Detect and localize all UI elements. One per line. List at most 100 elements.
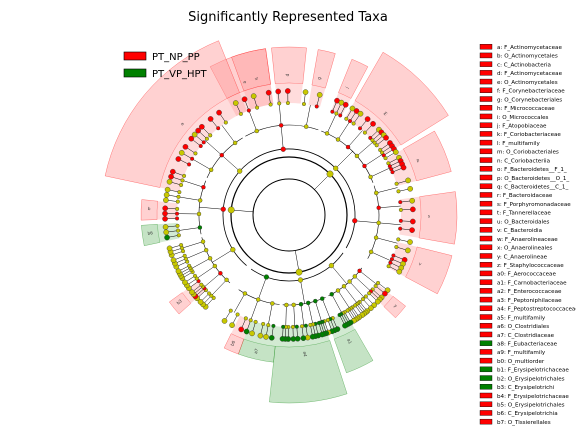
tree-node-38 [364,116,371,122]
tree-node-172 [300,335,307,341]
tree-link [376,237,398,244]
tree-node-198 [243,316,248,321]
tree-node-84 [373,235,379,240]
tree-node-30 [344,116,349,121]
tree-link [185,249,207,259]
tree-node-296 [195,127,201,134]
tree-node-3 [238,111,243,116]
tree-node-152 [313,298,318,304]
tree-node-9 [278,123,284,128]
tree-link [285,304,287,327]
tree-node-301 [207,116,214,122]
tree-link [314,173,331,190]
key-swatch-g [479,96,493,102]
tree-node-168 [298,301,304,307]
clade-label-11: a7 [253,348,259,355]
tree-node-203 [228,308,233,313]
tree-node-143 [342,322,348,329]
key-entry-m: m: O_Coriobacteriales [497,150,559,156]
tree-node-112 [347,279,352,284]
tree-link [315,300,322,323]
clade-sector-13 [168,292,192,315]
tree-link [376,187,398,194]
key-entry-a2: a2: F_Enterococcaceae [497,289,562,295]
key-swatch-t [479,209,493,216]
tree-node-1 [280,146,286,152]
clade-band-0 [227,84,274,117]
tree-node-189 [266,323,271,328]
tree-link [354,220,379,224]
taxon-key: a: F_Actinomycetaceae b: O_Actinomycetale… [479,44,576,426]
tree-link [191,158,212,171]
tree-node-294 [191,131,198,138]
clade-labels: a d g j m p s v y a1 a4 a7 b0 b3 b6 b e h [147,73,430,357]
tree-node-11 [265,89,272,96]
key-entry-n: n: C_Coriobacteriia [497,158,550,164]
key-swatch-f [479,87,493,94]
tree-node-13 [275,88,281,95]
key-swatch-h [479,105,493,111]
tree-node-272 [163,192,170,198]
tree-node-254 [197,225,203,230]
key-entry-t: t: F_Tannerellaceae [497,211,551,217]
group-legend: PT_NP_PP PT_VP_HPT [123,51,208,80]
tree-node-101 [376,280,381,285]
tree-link [250,299,259,321]
tree-node-66 [390,170,395,175]
tree-node-144 [297,277,304,283]
key-entry-u: u: O_Bacteroidales [497,219,550,225]
tree-link [211,279,227,296]
tree-link [212,249,233,263]
key-swatch-a9 [479,349,493,355]
tree-node-18 [302,89,309,95]
tree-node-0 [326,170,334,178]
tree-node-34 [351,121,356,126]
tree-node-15 [284,88,291,94]
tree-node-150 [325,318,330,323]
clade-sector-10 [269,340,348,404]
clade-label-8: y [393,303,399,309]
tree-node-183 [281,324,286,329]
tree-node-173 [291,302,296,308]
tree-node-53 [380,150,385,155]
key-swatch-l [479,139,493,146]
tree-node-300 [216,126,221,131]
tree-node-124 [353,303,358,308]
key-swatch-a1 [479,279,493,285]
tree-node-207 [224,277,229,283]
tree-node-22 [324,131,330,136]
tree-node-202 [229,322,235,328]
tree-node-263 [162,216,168,222]
tree-node-284 [187,162,192,167]
tree-link [181,241,204,249]
tree-node-81 [410,218,416,225]
tree-node-237 [187,263,192,268]
key-swatch-k [479,131,493,137]
clade-band-17 [243,84,274,110]
tree-node-94 [388,260,393,265]
tree-link [364,153,384,167]
tree-node-8 [250,93,257,99]
tree-node-275 [201,184,206,190]
tree-node-290 [219,152,224,158]
tree-node-58 [393,149,399,155]
tree-link [221,154,240,172]
tree-node-191 [261,321,266,326]
tree-node-27 [338,113,343,118]
key-swatch-u [479,218,493,224]
key-swatch-b5 [479,401,493,407]
tree-node-199 [238,326,245,333]
tree-link [196,265,216,279]
clade-sector-1 [271,46,307,84]
clade-label-2: g [316,76,322,80]
tree-node-17 [301,102,306,107]
tree-node-251 [179,243,184,248]
clade-sector-6 [418,191,458,245]
key-swatch-v [479,227,493,233]
tree-node-212 [207,291,212,296]
tree-node-221 [199,282,204,287]
tree-node-159 [316,320,321,325]
key-entry-a0: a0: F_Aerococcaceae [497,272,556,278]
tree-node-167 [309,333,316,340]
tree-node-90 [391,253,396,258]
